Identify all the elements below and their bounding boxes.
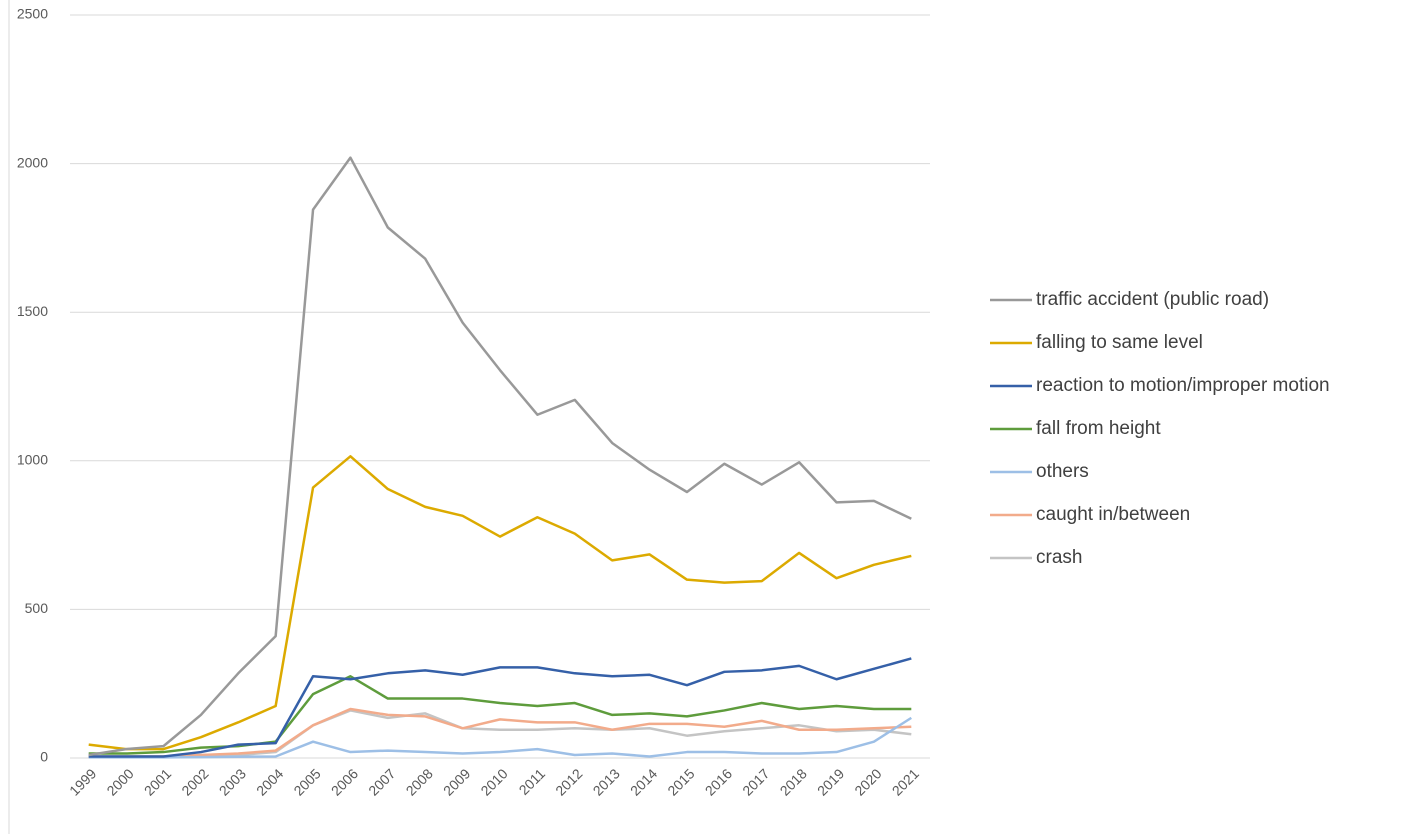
line-series xyxy=(88,675,912,755)
y-tick-label: 1500 xyxy=(17,303,48,319)
x-tick-label: 2005 xyxy=(290,765,323,798)
x-tick-label: 2013 xyxy=(590,765,623,798)
line-series xyxy=(88,716,912,759)
x-tick-label: 2020 xyxy=(851,765,884,798)
x-tick-label: 2010 xyxy=(477,765,510,798)
legend-label: traffic accident (public road) xyxy=(1036,289,1269,310)
x-tick-label: 2019 xyxy=(814,765,847,798)
x-tick-label: 2008 xyxy=(403,765,436,798)
y-tick-label: 1000 xyxy=(17,452,48,468)
x-tick-label: 1999 xyxy=(66,765,99,798)
legend-label: crash xyxy=(1036,547,1082,568)
x-tick-label: 2000 xyxy=(103,765,136,798)
legend-label: others xyxy=(1036,461,1089,482)
x-tick-label: 2016 xyxy=(702,765,735,798)
x-tick-label: 2001 xyxy=(141,765,174,798)
x-tick-label: 2018 xyxy=(777,765,810,798)
x-tick-label: 2021 xyxy=(889,765,922,798)
x-tick-label: 2009 xyxy=(440,765,473,798)
line-series xyxy=(88,156,912,757)
x-tick-label: 2002 xyxy=(178,765,211,798)
x-tick-label: 2014 xyxy=(627,765,660,798)
y-tick-label: 0 xyxy=(40,749,48,765)
line-series xyxy=(88,455,912,751)
x-tick-label: 2011 xyxy=(516,765,549,798)
legend-label: reaction to motion/improper motion xyxy=(1036,375,1330,396)
x-tick-label: 2003 xyxy=(216,765,249,798)
legend-label: caught in/between xyxy=(1036,504,1190,525)
x-tick-label: 2006 xyxy=(328,765,361,798)
legend-label: falling to same level xyxy=(1036,332,1203,353)
line-series xyxy=(88,657,912,758)
x-tick-label: 2007 xyxy=(365,765,398,798)
y-tick-label: 500 xyxy=(25,600,49,616)
x-tick-label: 2017 xyxy=(739,765,772,798)
y-tick-label: 2000 xyxy=(17,154,48,170)
x-tick-label: 2004 xyxy=(253,765,286,798)
legend-label: fall from height xyxy=(1036,418,1161,439)
x-tick-label: 2012 xyxy=(552,765,585,798)
line-series xyxy=(88,707,912,758)
x-tick-label: 2015 xyxy=(664,765,697,798)
y-tick-label: 2500 xyxy=(17,6,48,22)
